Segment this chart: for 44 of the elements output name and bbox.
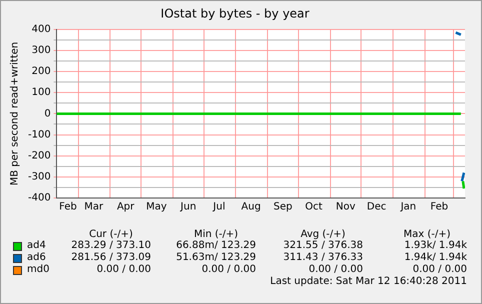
text: 66.88m/ 123.29 xyxy=(175,240,256,251)
legend-label: ad4 xyxy=(27,240,46,251)
y-tick-label: 300 xyxy=(32,45,51,56)
x-tick-label: Jun xyxy=(180,202,196,213)
text: 1.93k/ 1.94k xyxy=(403,240,467,251)
y-axis-title: MB per second read+written xyxy=(10,42,21,186)
y-tick-label: -300 xyxy=(28,172,51,183)
y-tick-label: 0 xyxy=(44,108,51,120)
x-tick-label: Feb xyxy=(430,202,448,213)
text: Min (-/+) xyxy=(192,229,240,240)
y-tick-label: 400 xyxy=(32,24,51,35)
x-tick-label: Jan xyxy=(400,202,416,213)
x-tick-label: Mar xyxy=(84,202,104,213)
x-tick-label: Nov xyxy=(336,202,356,213)
x-tick-label: Dec xyxy=(366,202,386,213)
text: 281.56 / 373.09 xyxy=(70,252,151,263)
x-tick-label: Sep xyxy=(274,202,292,213)
text: 311.43 / 376.33 xyxy=(282,252,363,263)
text: Cur (-/+) xyxy=(88,229,134,240)
x-tick-label: Oct xyxy=(305,202,323,213)
x-tick-label: May xyxy=(146,202,167,213)
text: Max (-/+) xyxy=(402,229,452,240)
text: 0.00 / 0.00 xyxy=(412,264,467,275)
text: 0.00 / 0.00 xyxy=(200,264,256,275)
text: 1.94k/ 1.94k xyxy=(403,252,467,263)
text: 283.29 / 373.10 xyxy=(70,240,151,251)
x-tick-label: Jul xyxy=(212,202,226,213)
text: Last update: Sat Mar 12 16:40:28 2011 xyxy=(270,276,467,287)
legend-label: ad6 xyxy=(27,252,46,263)
x-tick-label: Aug xyxy=(241,202,261,213)
y-tick-label: 100 xyxy=(32,87,51,98)
x-tick-label: Feb xyxy=(59,202,77,213)
text: 0.00 / 0.00 xyxy=(308,264,363,275)
y-tick-label: 200 xyxy=(32,66,51,78)
text: 51.63m/ 123.29 xyxy=(175,252,256,263)
text: 321.55 / 376.38 xyxy=(282,240,363,251)
text: Avg (-/+) xyxy=(300,229,346,240)
y-tick-label: -100 xyxy=(28,129,51,140)
text: 0.00 / 0.00 xyxy=(96,264,151,275)
y-tick-label: -400 xyxy=(28,192,51,204)
legend-label: md0 xyxy=(27,264,50,275)
chart-title: IOstat by bytes - by year xyxy=(160,6,310,20)
x-tick-label: Apr xyxy=(116,202,136,213)
y-tick-label: -200 xyxy=(28,150,51,162)
